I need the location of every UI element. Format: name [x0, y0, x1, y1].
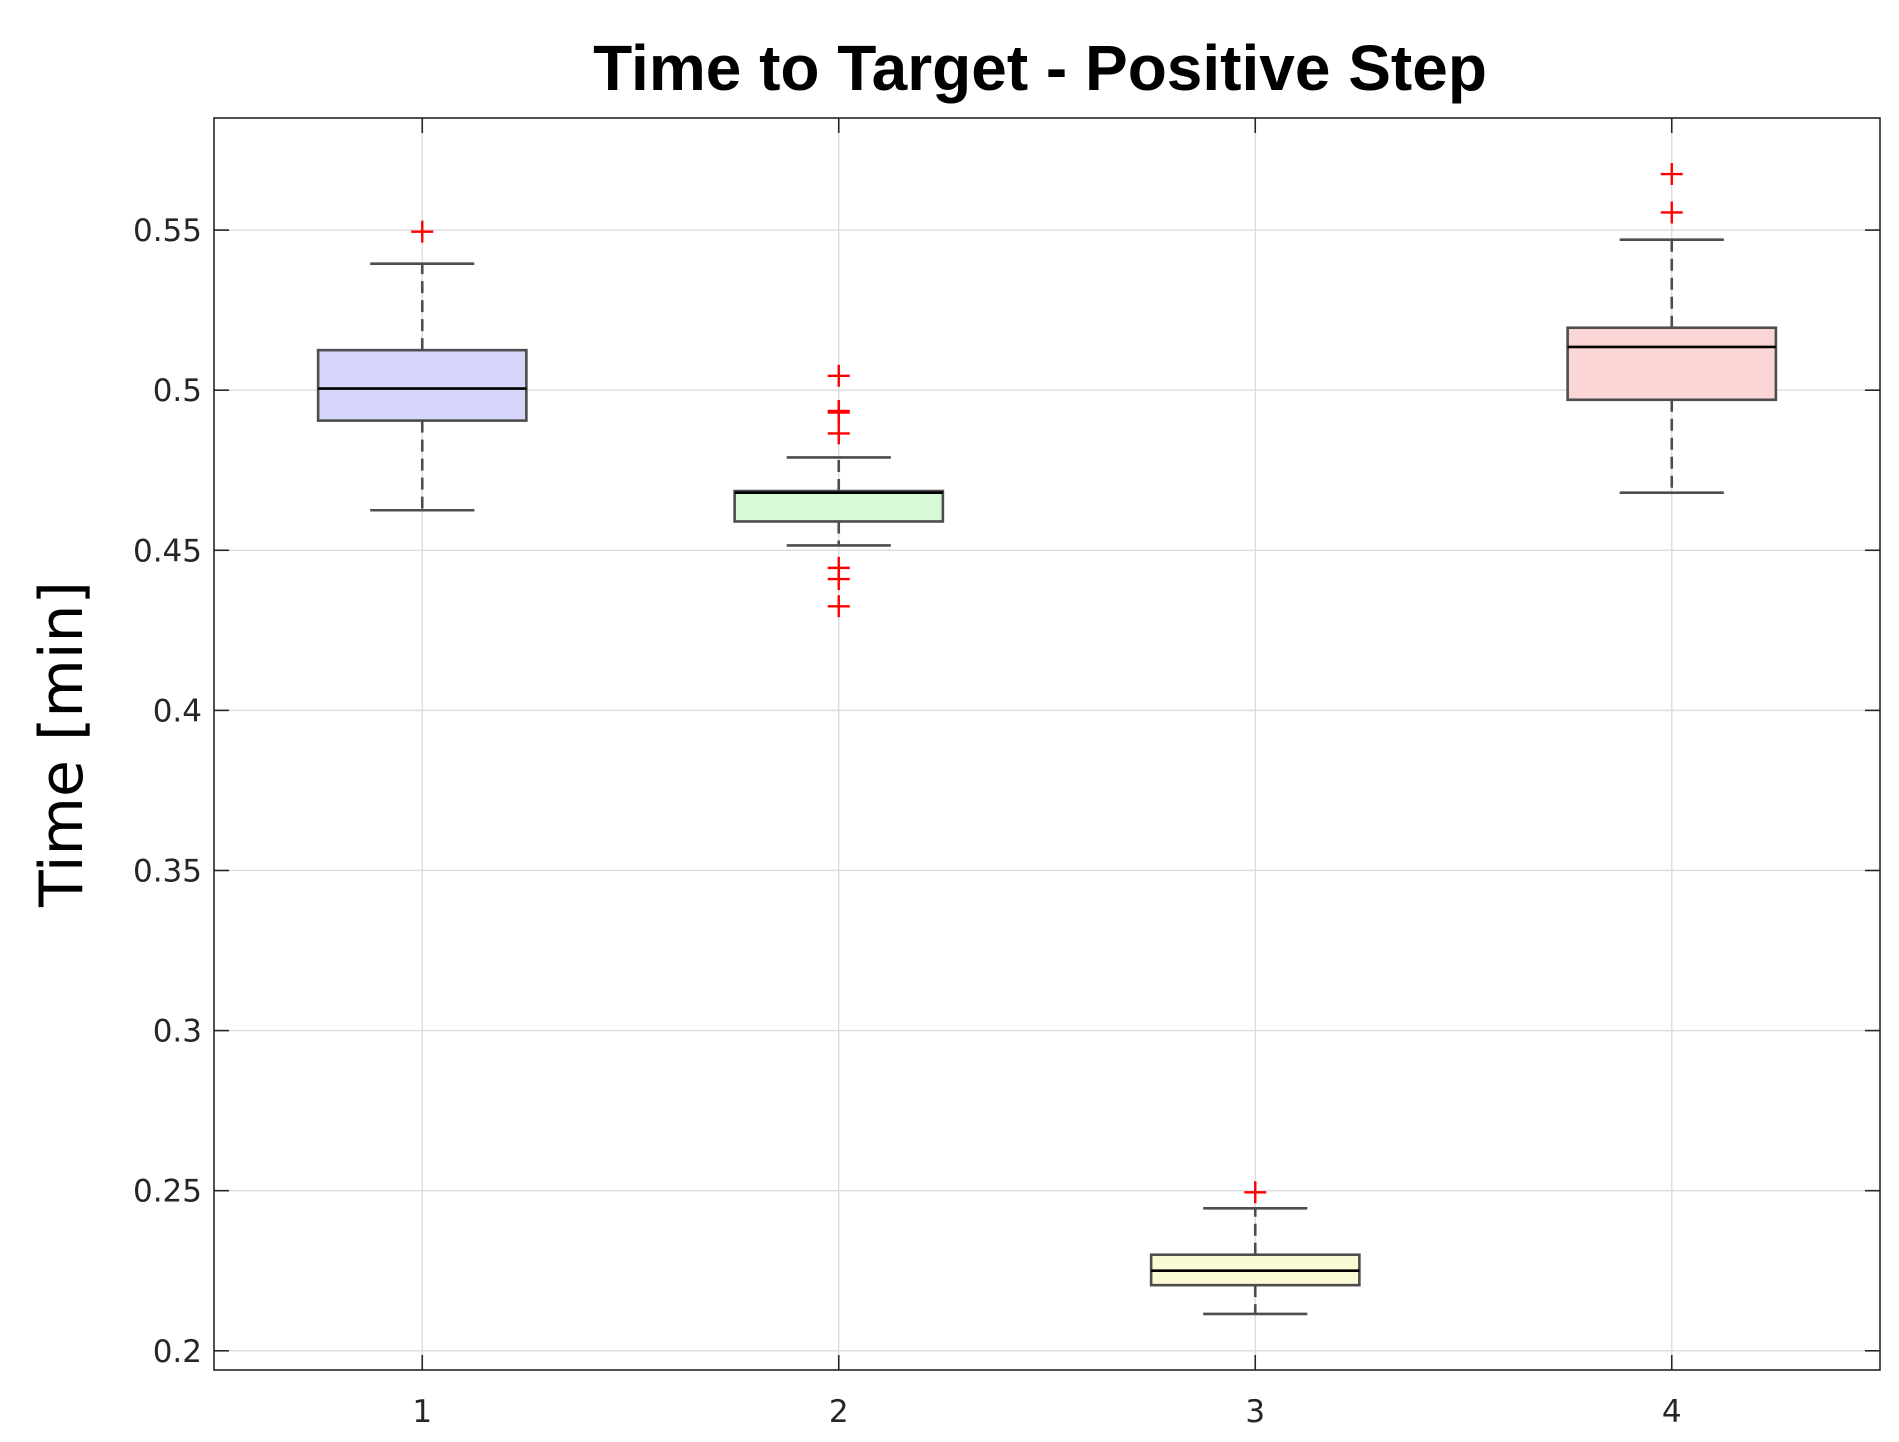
x-tick-label: 3	[1245, 1394, 1265, 1430]
outlier-point	[827, 595, 850, 618]
outlier-point	[827, 364, 850, 387]
plot-area-frame	[213, 117, 1881, 1371]
grid-lines	[214, 118, 1880, 1370]
outlier-point	[1660, 163, 1683, 186]
y-tick-label: 0.55	[133, 213, 202, 249]
x-tick-label: 1	[412, 1394, 432, 1430]
box-series	[316, 163, 1778, 1316]
outlier-point	[827, 422, 850, 445]
chart-title: Time to Target - Positive Step	[593, 32, 1487, 104]
box-group-3	[1149, 1181, 1361, 1316]
outlier-point	[411, 220, 434, 243]
y-tick-label: 0.45	[133, 533, 202, 569]
y-tick-label: 0.4	[153, 693, 202, 729]
outlier-point	[1244, 1181, 1267, 1204]
box-group-4	[1566, 163, 1778, 494]
axis-ticks: 0.2 0.25 0.3 0.35 0.4 0.45 0.5 0.55 1 2 3 4	[133, 118, 1880, 1430]
y-tick-label: 0.2	[153, 1334, 202, 1370]
box-group-2	[733, 364, 945, 618]
y-tick-label: 0.5	[153, 373, 202, 409]
x-tick-label: 2	[829, 1394, 849, 1430]
outlier-point	[827, 568, 850, 591]
iqr-box	[1566, 326, 1778, 402]
outlier-point	[827, 401, 850, 424]
outlier-point	[1660, 201, 1683, 224]
y-tick-label: 0.35	[133, 853, 202, 889]
y-axis-label: Time [min]	[27, 581, 97, 908]
y-tick-label: 0.3	[153, 1014, 202, 1050]
iqr-box	[733, 489, 945, 523]
iqr-box	[316, 348, 528, 422]
x-tick-label: 4	[1662, 1394, 1682, 1430]
box-group-1	[316, 220, 528, 512]
y-tick-label: 0.25	[133, 1174, 202, 1210]
